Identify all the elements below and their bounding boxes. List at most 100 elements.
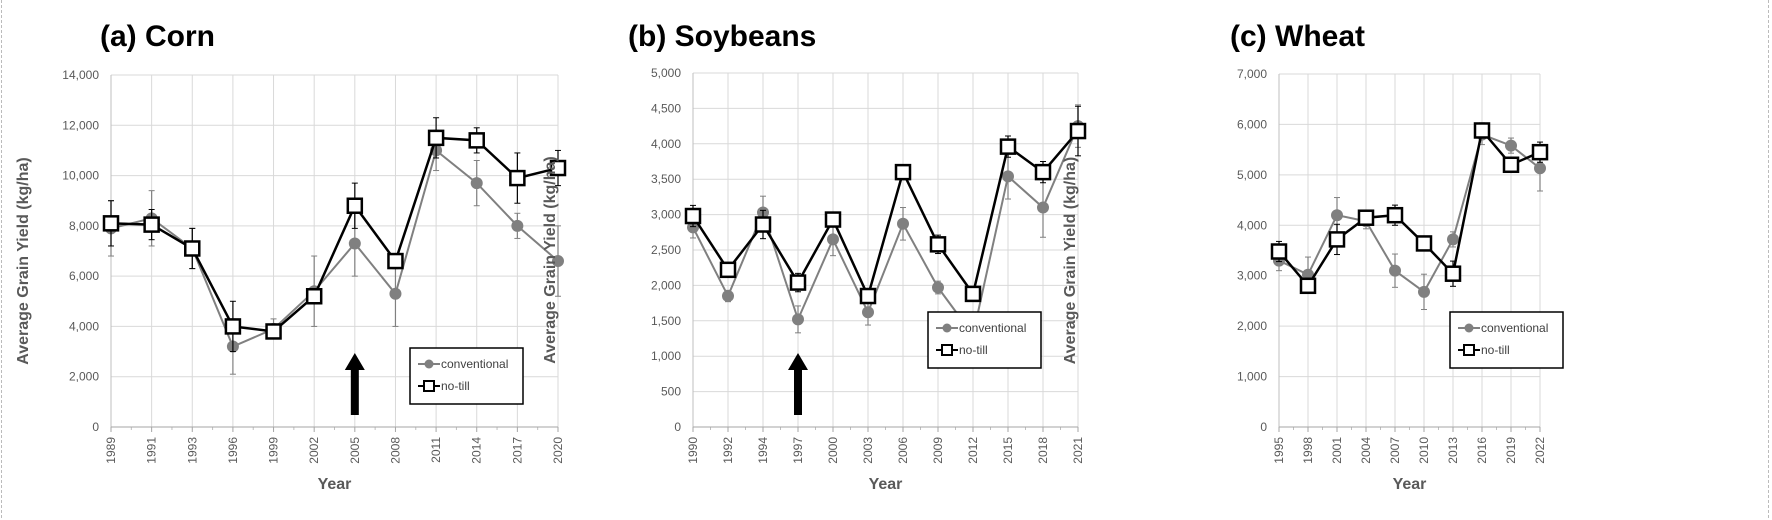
x-tick-label: 2001 xyxy=(1330,437,1344,464)
series-line xyxy=(691,130,1079,300)
x-tick-label: 2006 xyxy=(896,437,910,464)
x-tick-label: 2007 xyxy=(1388,437,1402,464)
series-no-till xyxy=(102,117,567,353)
x-tick-label: 2016 xyxy=(1475,437,1489,464)
data-point xyxy=(1505,139,1517,152)
x-tick-label: 1994 xyxy=(756,437,770,464)
legend-marker xyxy=(1463,344,1475,356)
y-tick-label: 6,000 xyxy=(1237,117,1267,131)
x-tick-label: 1997 xyxy=(791,437,805,464)
data-point xyxy=(265,323,282,340)
y-tick-label: 4,000 xyxy=(69,319,99,333)
x-axis-label: Year xyxy=(318,476,352,493)
series-line xyxy=(1278,133,1541,294)
data-point xyxy=(1415,235,1433,252)
legend: conventional no-till xyxy=(1449,311,1564,369)
x-tick-label: 1999 xyxy=(267,437,281,464)
legend-marker xyxy=(941,344,953,356)
y-tick-label: 5,000 xyxy=(1237,168,1267,182)
x-tick-label: 2022 xyxy=(1533,437,1547,464)
legend: conventional no-till xyxy=(409,347,524,405)
data-point xyxy=(897,217,909,230)
data-point xyxy=(1389,264,1401,277)
x-tick-label: 2019 xyxy=(1504,437,1518,464)
x-tick-label: 2020 xyxy=(551,437,565,464)
x-tick-label: 1998 xyxy=(1301,437,1315,464)
data-point xyxy=(1299,277,1317,295)
legend-label: no-till xyxy=(441,379,470,393)
chart-title: (b) Soybeans xyxy=(628,20,816,53)
x-tick-label: 1995 xyxy=(1272,437,1286,464)
data-point xyxy=(1037,201,1049,214)
data-point xyxy=(719,261,737,279)
data-point xyxy=(827,233,839,246)
x-tick-label: 2018 xyxy=(1036,437,1050,464)
data-point xyxy=(470,177,483,190)
legend-label: no-till xyxy=(959,343,988,357)
data-point xyxy=(1328,231,1346,248)
data-point xyxy=(509,169,526,187)
series-no-till xyxy=(684,105,1087,305)
data-point xyxy=(1069,122,1087,140)
x-tick-label: 2015 xyxy=(1001,437,1015,464)
series-line xyxy=(1278,127,1541,288)
legend-marker xyxy=(423,380,435,392)
series-no-till xyxy=(1270,122,1549,295)
y-tick-label: 1,000 xyxy=(1237,370,1267,384)
data-point xyxy=(894,163,912,181)
x-axis-label: Year xyxy=(1393,476,1427,493)
data-point xyxy=(1034,163,1052,181)
data-point xyxy=(552,255,564,268)
data-point xyxy=(789,274,807,291)
x-tick-label: 2012 xyxy=(966,437,980,464)
y-tick-label: 1,000 xyxy=(651,349,681,363)
data-point xyxy=(511,219,524,232)
x-tick-label: 2017 xyxy=(510,437,524,464)
data-point xyxy=(1386,206,1404,224)
x-tick-label: 2005 xyxy=(348,437,362,464)
x-axis-label: Year xyxy=(869,476,903,493)
y-tick-label: 7,000 xyxy=(1237,67,1267,81)
y-axis-label: Average Grain Yield (kg/ha) xyxy=(542,156,559,363)
data-point xyxy=(143,216,160,233)
x-tick-label: 2014 xyxy=(470,437,484,464)
data-point xyxy=(389,287,402,300)
y-tick-label: 3,500 xyxy=(651,172,681,186)
x-tick-label: 1991 xyxy=(145,437,159,464)
legend-label: conventional xyxy=(1481,321,1548,335)
y-tick-label: 10,000 xyxy=(62,169,99,183)
data-point xyxy=(1502,156,1520,174)
y-tick-label: 500 xyxy=(661,385,681,399)
data-point xyxy=(1270,243,1288,260)
y-tick-label: 6,000 xyxy=(69,269,99,283)
x-tick-label: 1993 xyxy=(185,437,199,464)
legend-marker xyxy=(424,359,434,369)
data-point xyxy=(102,215,120,232)
data-point xyxy=(1444,265,1462,282)
y-tick-label: 14,000 xyxy=(62,68,99,82)
data-point xyxy=(1002,170,1014,183)
data-point xyxy=(964,285,982,303)
y-tick-label: 1,500 xyxy=(651,314,681,328)
x-tick-label: 2011 xyxy=(429,437,443,463)
data-point xyxy=(1534,162,1546,175)
data-point xyxy=(387,252,404,270)
x-tick-label: 1996 xyxy=(226,437,240,464)
y-tick-label: 4,000 xyxy=(1237,218,1267,232)
x-tick-label: 2010 xyxy=(1417,437,1431,464)
y-tick-label: 3,000 xyxy=(651,208,681,222)
arrow-up-icon xyxy=(788,353,808,415)
data-point xyxy=(1531,143,1549,161)
y-tick-label: 4,500 xyxy=(651,101,681,115)
series-line xyxy=(110,136,559,333)
data-point xyxy=(932,281,944,294)
chart-title: (c) Wheat xyxy=(1230,20,1365,53)
x-tick-label: 2000 xyxy=(826,437,840,464)
data-point xyxy=(427,129,445,147)
data-point xyxy=(929,236,947,253)
data-point xyxy=(346,197,364,214)
data-point xyxy=(1357,209,1375,226)
legend-box xyxy=(927,311,1042,369)
y-tick-label: 2,500 xyxy=(651,243,681,257)
y-tick-label: 8,000 xyxy=(69,219,99,233)
